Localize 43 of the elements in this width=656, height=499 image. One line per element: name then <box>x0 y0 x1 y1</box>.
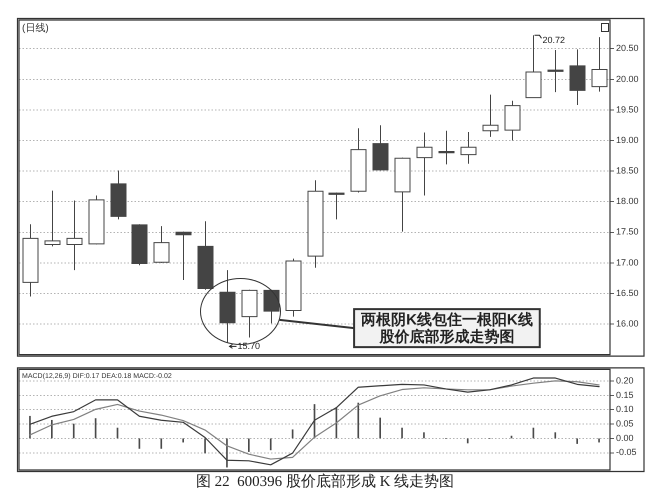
candlestick <box>570 48 586 106</box>
y-tick-label: 20.50 <box>616 43 639 54</box>
candlestick <box>66 200 82 271</box>
caption: 图 22 600396 股价底部形成 K 线走势图 <box>196 472 454 490</box>
chart-title: (日线) <box>22 22 49 34</box>
y-tick-label: 17.00 <box>616 257 639 268</box>
y-tick-label: 16.50 <box>616 288 639 298</box>
candlestick <box>592 36 608 92</box>
y-tick-label: 0.00 <box>616 432 634 443</box>
y-tick-label: 0.20 <box>616 375 634 386</box>
candlestick <box>198 220 214 290</box>
candlestick <box>44 190 60 247</box>
annotation: 20.72 <box>542 34 566 45</box>
annotation: 两根阴K线包住一根阳K线股价底部形成走势图 <box>360 311 533 346</box>
y-tick-label: 0.05 <box>616 418 634 428</box>
candlestick <box>372 124 388 170</box>
y-tick-label: -0.05 <box>616 447 637 458</box>
candlestick <box>264 290 280 324</box>
y-tick-label: 18.00 <box>616 196 639 206</box>
candlestick <box>22 224 38 297</box>
candlestick <box>328 192 344 220</box>
y-tick-label: 19.50 <box>616 104 639 114</box>
candlestick <box>548 49 564 93</box>
y-tick-label: 0.10 <box>616 404 634 414</box>
y-tick-label: 0.15 <box>616 390 634 400</box>
candlestick <box>350 128 366 193</box>
y-tick-label: 18.50 <box>616 166 639 176</box>
y-tick-label: 19.00 <box>616 134 639 145</box>
candlestick <box>526 34 542 98</box>
candlestick <box>438 130 454 165</box>
candlestick <box>482 94 498 138</box>
candlestick <box>460 131 476 164</box>
y-tick-label: 16.00 <box>616 318 639 328</box>
candlestick <box>220 270 236 343</box>
candlestick <box>154 226 170 263</box>
y-tick-label: 17.50 <box>616 226 639 237</box>
candlestick <box>504 100 520 142</box>
candlestick <box>110 170 126 220</box>
candlestick <box>308 180 324 268</box>
y-tick-label: 20.00 <box>616 74 639 84</box>
candlestick <box>416 132 432 196</box>
candlestick <box>242 290 258 338</box>
candlestick <box>394 158 410 232</box>
